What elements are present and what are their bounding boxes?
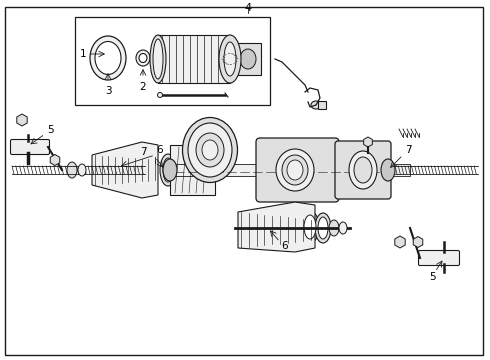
Ellipse shape (163, 159, 177, 181)
Ellipse shape (160, 154, 176, 186)
FancyBboxPatch shape (418, 251, 460, 266)
Ellipse shape (354, 157, 372, 183)
FancyBboxPatch shape (335, 141, 391, 199)
Ellipse shape (67, 162, 77, 178)
Polygon shape (238, 202, 315, 252)
Ellipse shape (224, 42, 236, 76)
Ellipse shape (240, 49, 256, 69)
Text: 7: 7 (405, 145, 411, 155)
Ellipse shape (349, 151, 377, 189)
Ellipse shape (90, 36, 126, 80)
Text: 3: 3 (105, 86, 111, 96)
FancyBboxPatch shape (10, 140, 49, 154)
Text: 7: 7 (140, 147, 147, 157)
Ellipse shape (95, 41, 121, 75)
Ellipse shape (202, 140, 218, 160)
Bar (318, 101, 326, 109)
Ellipse shape (157, 93, 163, 98)
Polygon shape (92, 142, 158, 198)
Ellipse shape (381, 159, 395, 181)
Ellipse shape (339, 222, 347, 234)
Ellipse shape (304, 215, 316, 239)
Ellipse shape (219, 35, 241, 83)
Text: 6: 6 (157, 145, 163, 155)
Text: 6: 6 (282, 241, 288, 251)
Ellipse shape (139, 54, 147, 63)
Text: 2: 2 (140, 82, 147, 92)
Ellipse shape (318, 217, 328, 239)
Ellipse shape (287, 160, 303, 180)
Text: 1: 1 (79, 49, 86, 59)
Text: 4: 4 (245, 3, 251, 13)
Ellipse shape (188, 123, 232, 177)
Ellipse shape (78, 164, 86, 176)
Ellipse shape (301, 211, 319, 243)
Text: 5: 5 (429, 272, 435, 282)
Ellipse shape (153, 39, 163, 79)
Ellipse shape (182, 117, 238, 183)
Text: 5: 5 (47, 125, 53, 135)
FancyBboxPatch shape (256, 138, 339, 202)
Ellipse shape (150, 35, 166, 83)
Bar (170, 164, 410, 176)
Ellipse shape (315, 213, 331, 243)
Ellipse shape (136, 50, 150, 66)
Ellipse shape (282, 155, 308, 185)
Ellipse shape (311, 101, 321, 109)
Ellipse shape (329, 220, 339, 236)
Bar (75, 17, 270, 105)
Bar (235, 43, 261, 75)
Ellipse shape (276, 149, 314, 191)
Ellipse shape (196, 133, 224, 167)
Bar (170, 145, 215, 195)
Ellipse shape (163, 158, 173, 182)
Bar (158, 35, 230, 83)
